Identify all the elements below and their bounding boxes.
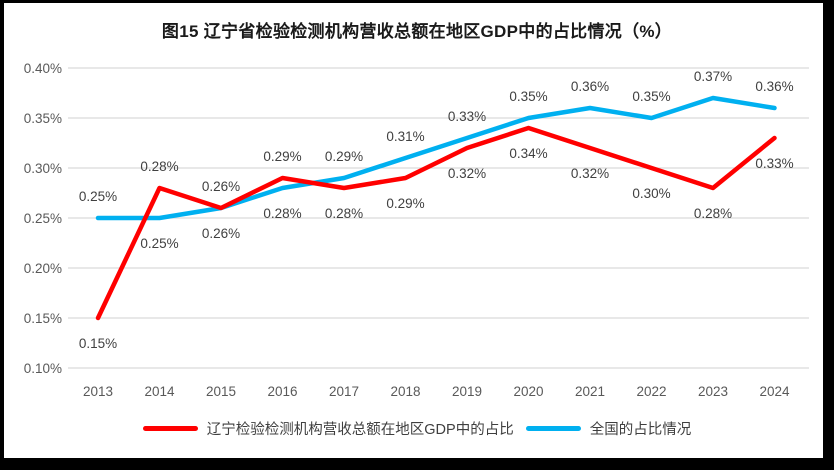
data-label: 0.37% — [694, 69, 732, 84]
y-axis-tick-label: 0.25% — [24, 211, 62, 226]
x-axis-tick-label: 2019 — [452, 384, 482, 399]
data-label: 0.28% — [694, 206, 732, 221]
data-label: 0.25% — [79, 189, 117, 204]
data-label: 0.32% — [571, 166, 609, 181]
y-axis-tick-label: 0.35% — [24, 111, 62, 126]
legend-label-national: 全国的占比情况 — [589, 421, 692, 438]
data-label: 0.28% — [325, 206, 363, 221]
legend: 辽宁检验检测机构营收总额在地区GDP中的占比 全国的占比情况 — [0, 414, 834, 442]
data-label: 0.33% — [755, 156, 793, 171]
data-label: 0.29% — [263, 149, 301, 164]
legend-item-national: 全国的占比情况 — [525, 418, 692, 439]
y-axis-tick-label: 0.10% — [24, 361, 62, 376]
data-label: 0.36% — [571, 79, 609, 94]
data-label: 0.30% — [632, 186, 670, 201]
y-axis-tick-label: 0.15% — [24, 311, 62, 326]
x-axis-tick-label: 2017 — [329, 384, 359, 399]
legend-label-liaoning: 辽宁检验检测机构营收总额在地区GDP中的占比 — [206, 421, 514, 438]
chart-title: 图15 辽宁省检验检测机构营收总额在地区GDP中的占比情况（%） — [161, 22, 673, 41]
x-axis-tick-label: 2022 — [636, 384, 666, 399]
data-label: 0.35% — [632, 89, 670, 104]
data-label: 0.29% — [325, 149, 363, 164]
x-axis-tick-label: 2018 — [390, 384, 420, 399]
y-axis-tick-label: 0.40% — [24, 61, 62, 76]
data-label: 0.33% — [448, 109, 486, 124]
data-label: 0.28% — [263, 206, 301, 221]
y-axis-tick-label: 0.20% — [24, 261, 62, 276]
x-axis-tick-label: 2015 — [206, 384, 236, 399]
y-axis-tick-label: 0.30% — [24, 161, 62, 176]
series-line-national — [95, 95, 777, 221]
data-label: 0.32% — [448, 166, 486, 181]
data-label: 0.15% — [79, 336, 117, 351]
data-label: 0.34% — [509, 146, 547, 161]
x-axis-tick-label: 2020 — [513, 384, 543, 399]
legend-item-liaoning: 辽宁检验检测机构营收总额在地区GDP中的占比 — [142, 418, 514, 439]
data-label: 0.36% — [755, 79, 793, 94]
data-label: 0.26% — [202, 179, 240, 194]
data-label: 0.35% — [509, 89, 547, 104]
x-axis-tick-label: 2016 — [267, 384, 297, 399]
x-axis-tick-label: 2021 — [575, 384, 605, 399]
data-label: 0.26% — [202, 226, 240, 241]
x-axis-tick-label: 2013 — [83, 384, 113, 399]
x-axis-tick-label: 2014 — [144, 384, 175, 399]
legend-line-swatch-red — [142, 425, 198, 431]
data-label: 0.25% — [140, 236, 178, 251]
data-label: 0.31% — [386, 129, 424, 144]
data-label: 0.28% — [140, 159, 178, 174]
x-axis-tick-label: 2024 — [759, 384, 790, 399]
data-label: 0.29% — [386, 196, 424, 211]
legend-line-swatch-blue — [525, 425, 581, 431]
series-line-liaoning — [95, 125, 777, 321]
x-axis-tick-label: 2023 — [698, 384, 728, 399]
